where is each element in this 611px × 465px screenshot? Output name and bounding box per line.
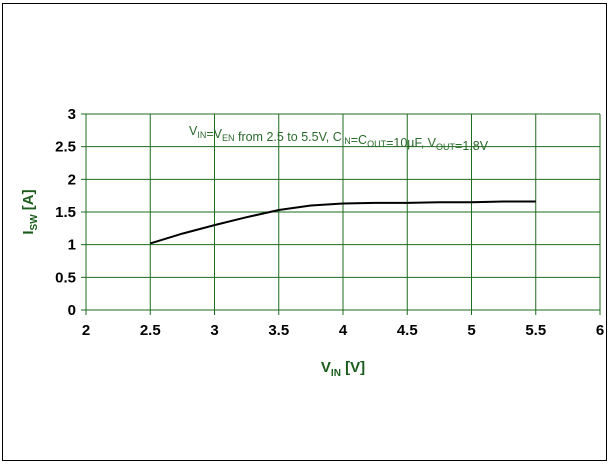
x-tick-label: 2 [82,322,90,339]
x-axis-title: VIN [V] [321,359,365,379]
annotation-subscript: OUT [436,142,456,152]
annotation-text: from 2.5 to 5.5V, C [235,130,342,144]
annotation-subscript: OUT [367,139,387,149]
y-tick-label: 3 [68,106,76,123]
x-tick-label: 4.5 [397,322,418,339]
series-line [150,200,536,245]
annotation-subscript: EN [222,133,235,143]
annotation-text: =C [351,133,367,147]
series [150,200,536,245]
y-tick-label: 0.5 [55,269,76,286]
conditions-annotation: VIN=VEN from 2.5 to 5.5V, CIN=COUT=10µF,… [189,124,489,153]
x-tick-label: 3 [210,322,218,339]
y-axis-title: ISW [A] [20,189,40,234]
x-tick-label: 2.5 [140,322,161,339]
chart-frame: 2 2.5 3 3.5 4 4.5 5 5.5 6 0 0.5 1 1.5 2 2.5 3 VIN=VEN fr… [2,3,607,461]
x-tick-label: 6 [596,322,604,339]
axes [81,113,601,315]
x-tick-label: 3.5 [268,322,289,339]
y-tick-label: 2.5 [55,139,76,156]
annotation-text: =1.8V [455,139,489,153]
x-tick-label: 5.5 [525,322,546,339]
y-tick-label: 1 [68,237,76,254]
annotation-text: =10µF, V [386,136,437,150]
y-tick-label: 1.5 [55,204,76,221]
y-tick-label: 2 [68,171,76,188]
annotation-text: V [189,124,198,138]
x-tick-label: 5 [467,322,475,339]
y-tick-label: 0 [68,302,76,319]
x-tick-label: 4 [339,322,348,339]
grid [86,113,601,311]
annotation-text: =V [206,127,222,141]
annotation-subscript: IN [342,136,351,146]
annotation-subscript: IN [197,130,206,140]
